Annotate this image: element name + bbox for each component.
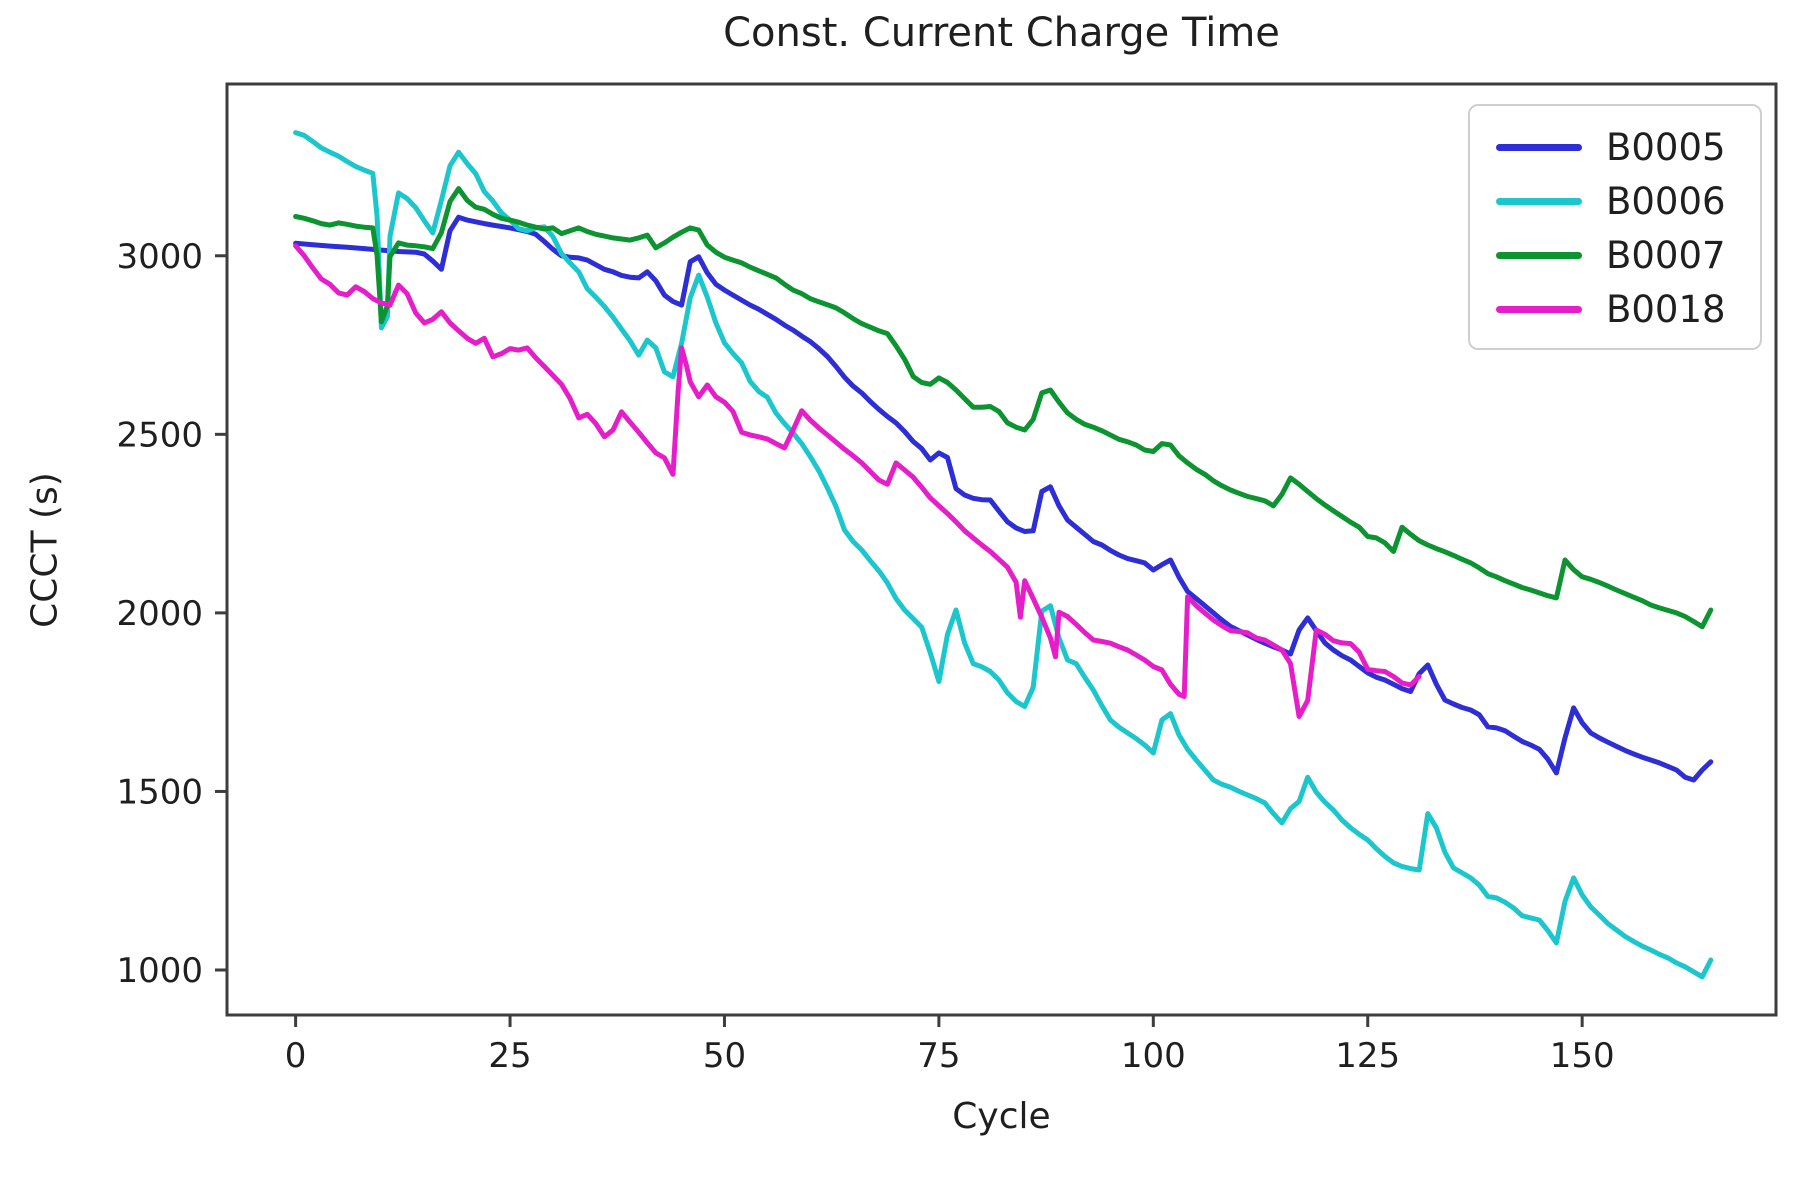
x-tick-label: 125 (1335, 1036, 1400, 1076)
series-line-b0007 (293, 186, 1714, 630)
plot-border (225, 82, 1778, 1017)
chart-title: Const. Current Charge Time (723, 10, 1280, 56)
legend-item-b0005: B0005 (1470, 120, 1760, 174)
x-tick-label: 75 (917, 1036, 960, 1076)
y-tick-label: 2500 (116, 415, 203, 455)
x-tick-label: 25 (488, 1036, 531, 1076)
y-tick-label: 1500 (116, 772, 203, 812)
x-tick-label: 150 (1550, 1036, 1615, 1076)
legend: B0005 B0006 B0007 B0018 (1468, 104, 1762, 350)
y-tick-label: 2000 (116, 594, 203, 634)
x-tick-label: 100 (1121, 1036, 1186, 1076)
x-axis-label: Cycle (952, 1096, 1051, 1137)
x-tick-label: 0 (285, 1036, 307, 1076)
legend-item-b0007: B0007 (1470, 228, 1760, 282)
x-tick-label: 50 (703, 1036, 746, 1076)
series-line-b0006 (293, 130, 1714, 980)
legend-label: B0018 (1606, 287, 1726, 331)
legend-item-b0006: B0006 (1470, 174, 1760, 228)
legend-label: B0006 (1606, 179, 1726, 223)
legend-item-b0018: B0018 (1470, 282, 1760, 336)
y-tick-label: 3000 (116, 237, 203, 277)
series-line-b0018 (293, 243, 1422, 719)
legend-line-swatch (1496, 197, 1582, 205)
legend-line-swatch (1496, 143, 1582, 151)
legend-label: B0005 (1606, 125, 1726, 169)
series-line-b0005 (293, 214, 1714, 783)
y-tick-label: 1000 (116, 951, 203, 991)
legend-line-swatch (1496, 251, 1582, 259)
legend-line-swatch (1496, 305, 1582, 313)
legend-label: B0007 (1606, 233, 1726, 277)
